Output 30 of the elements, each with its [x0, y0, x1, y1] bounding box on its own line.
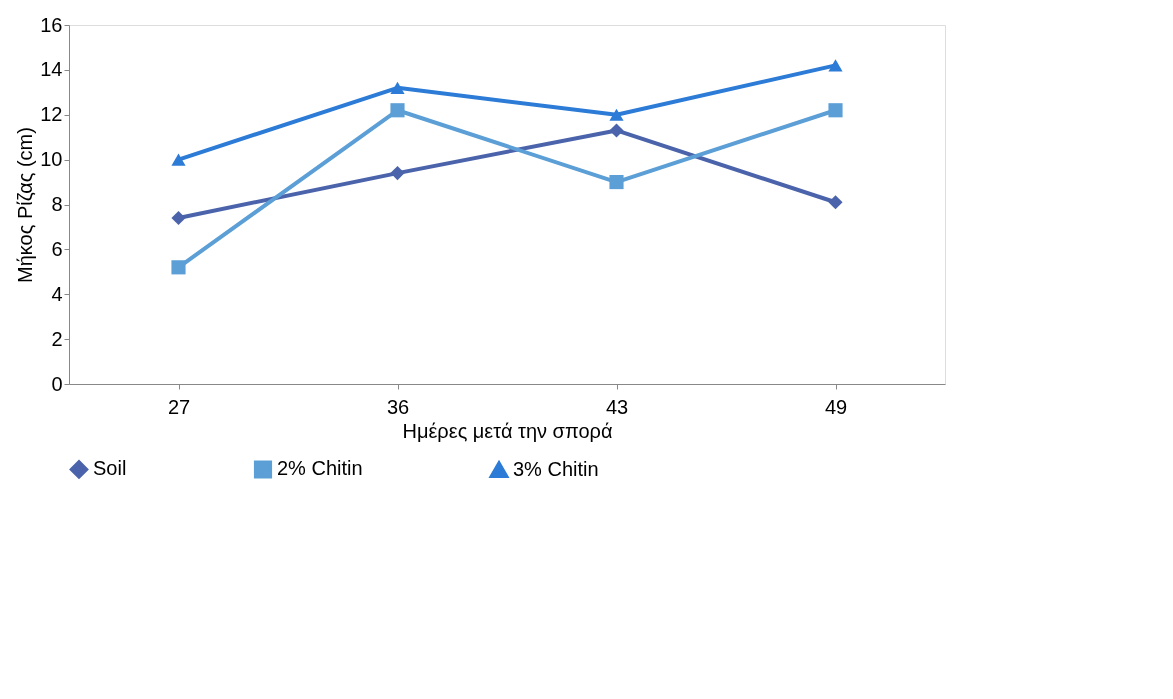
point — [390, 103, 405, 118]
x-axis-title: Ημέρες μετά την σπορά — [402, 419, 613, 442]
legend-label: 2% Chitin — [277, 457, 363, 480]
y-tick-label: 14 — [40, 58, 63, 81]
point — [171, 260, 186, 275]
point — [390, 81, 405, 94]
y-tick-label: 0 — [51, 372, 63, 395]
y-tick-label: 2 — [51, 327, 63, 350]
point — [609, 123, 624, 138]
y-tick-label: 8 — [51, 193, 63, 215]
legend-label: Soil — [93, 457, 127, 480]
y-tick-label: 12 — [40, 103, 63, 126]
point — [171, 153, 186, 166]
point — [828, 59, 843, 72]
x-tick-label: 36 — [386, 395, 410, 418]
point — [390, 166, 405, 181]
point — [828, 195, 843, 210]
point — [609, 174, 624, 190]
x-tick-label: 27 — [167, 395, 191, 418]
x-tick-label: 49 — [824, 395, 848, 418]
y-axis-title: Μήκος Ρίζας (cm) — [14, 127, 37, 283]
y-tick-label: 10 — [40, 148, 63, 171]
y-tick-label: 6 — [51, 237, 63, 260]
legend-label: 3% Chitin — [513, 457, 599, 480]
point — [171, 210, 186, 226]
y-tick-label: 16 — [40, 13, 63, 36]
point — [609, 108, 624, 121]
y-tick-label: 4 — [51, 282, 63, 305]
x-tick-label: 43 — [605, 395, 629, 418]
point — [828, 103, 843, 118]
